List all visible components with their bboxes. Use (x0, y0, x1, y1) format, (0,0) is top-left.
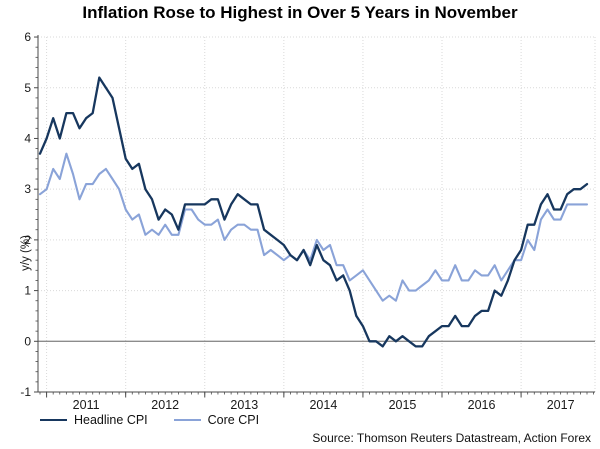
svg-text:3: 3 (24, 182, 31, 196)
legend-label-core-cpi: Core CPI (207, 413, 260, 427)
svg-text:2015: 2015 (389, 398, 417, 412)
svg-text:2013: 2013 (230, 398, 258, 412)
headline-cpi-line-swatch (40, 418, 67, 422)
legend-item-core-cpi: Core CPI (173, 413, 260, 427)
legend-item-headline-cpi: Headline CPI (40, 413, 148, 427)
svg-text:4: 4 (24, 131, 31, 145)
svg-text:-1: -1 (20, 385, 31, 399)
chart-title: Inflation Rose to Highest in Over 5 Year… (82, 3, 518, 22)
svg-text:5: 5 (24, 81, 31, 95)
svg-text:2011: 2011 (73, 398, 100, 412)
svg-text:2012: 2012 (151, 398, 179, 412)
legend-label-headline-cpi: Headline CPI (74, 413, 148, 427)
svg-text:1: 1 (24, 284, 31, 298)
core-cpi-line-swatch (173, 418, 201, 422)
svg-text:2017: 2017 (547, 398, 575, 412)
svg-text:0: 0 (24, 334, 31, 348)
svg-text:2016: 2016 (468, 398, 496, 412)
svg-text:2014: 2014 (309, 398, 337, 412)
chart-legend: Headline CPI Core CPI (40, 413, 259, 427)
svg-text:6: 6 (24, 30, 31, 44)
svg-text:2: 2 (24, 233, 31, 247)
source-attribution: Source: Thomson Reuters Datastream, Acti… (312, 431, 591, 445)
